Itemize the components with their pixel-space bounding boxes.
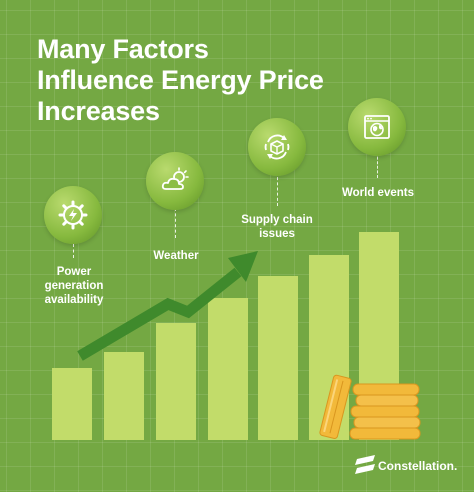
bar-1 — [52, 368, 92, 440]
factor-label-world: World events — [342, 187, 414, 199]
world-events-icon — [364, 115, 390, 139]
coin-stack-icon — [319, 374, 421, 440]
infographic-title: Many Factors Influence Energy Price Incr… — [37, 34, 324, 126]
world-icon-circle — [348, 98, 406, 156]
supply-chain-icon — [264, 134, 290, 160]
factor-label-supply: Supply chain issues — [241, 214, 313, 240]
bar-5 — [258, 276, 298, 440]
power-gear-icon — [58, 200, 88, 230]
supply-icon-circle — [248, 118, 306, 176]
constellation-logo-icon — [355, 455, 375, 474]
factor-label-power: Power generation availability — [44, 266, 104, 306]
bar-2 — [104, 352, 144, 440]
weather-icon — [161, 167, 189, 190]
connector-power — [73, 244, 74, 258]
connector-supply — [277, 172, 278, 206]
connector-weather — [175, 208, 176, 238]
power-icon-circle — [44, 186, 102, 244]
trend-arrow-icon — [77, 251, 258, 361]
bar-3 — [156, 323, 196, 440]
bar-4 — [208, 298, 248, 440]
connector-world — [377, 152, 378, 178]
factor-label-weather: Weather — [153, 250, 199, 262]
brand-name: Constellation. — [378, 459, 458, 473]
weather-icon-circle — [146, 152, 204, 210]
